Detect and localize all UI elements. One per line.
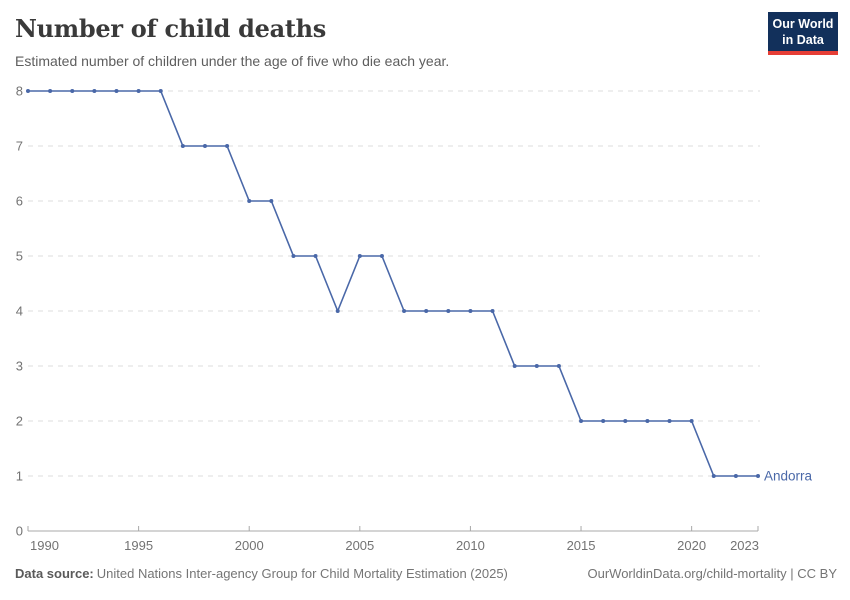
svg-text:1: 1: [16, 469, 23, 484]
citation-link[interactable]: OurWorldinData.org/child-mortality | CC …: [587, 566, 838, 581]
owid-logo[interactable]: Our World in Data: [768, 12, 838, 56]
series-line: [27, 90, 759, 477]
data-point-marker: [402, 309, 407, 313]
data-point-marker: [645, 419, 650, 423]
data-point-marker: [556, 364, 561, 368]
svg-text:2000: 2000: [235, 538, 264, 553]
chart-title: Number of child deaths: [15, 14, 327, 43]
svg-text:4: 4: [16, 304, 23, 319]
svg-text:2005: 2005: [345, 538, 374, 553]
data-source-label: Data source:: [15, 566, 94, 581]
svg-text:1990: 1990: [30, 538, 59, 553]
data-point-marker: [92, 89, 97, 93]
svg-text:2: 2: [16, 414, 23, 429]
svg-text:3: 3: [16, 359, 23, 374]
data-point-marker: [48, 89, 53, 93]
data-point-marker: [291, 254, 296, 258]
data-point-marker: [225, 144, 230, 148]
svg-text:8: 8: [16, 84, 23, 99]
data-source-text: United Nations Inter-agency Group for Ch…: [96, 566, 508, 581]
data-point-marker: [313, 254, 318, 258]
data-point-marker: [26, 89, 30, 93]
svg-text:2023: 2023: [730, 538, 759, 553]
y-gridlines: [28, 90, 760, 477]
data-point-marker: [601, 419, 606, 423]
chart-footer: Data source: United Nations Inter-agency …: [15, 566, 837, 581]
svg-text:0: 0: [16, 524, 23, 539]
svg-text:2015: 2015: [567, 538, 596, 553]
data-point-marker: [490, 309, 495, 313]
data-point-marker: [247, 199, 252, 203]
svg-text:2010: 2010: [456, 538, 485, 553]
x-axis: 1990 1995 2000 2005 2010 2015 2020 2023: [27, 526, 759, 553]
data-points: [26, 89, 760, 478]
data-point-marker: [733, 474, 738, 478]
svg-text:5: 5: [16, 249, 23, 264]
logo-line2: in Data: [782, 32, 824, 47]
svg-text:6: 6: [16, 194, 23, 209]
data-source: Data source: United Nations Inter-agency …: [15, 566, 508, 581]
data-point-marker: [379, 254, 384, 258]
data-point-marker: [623, 419, 628, 423]
data-point-marker: [70, 89, 75, 93]
data-point-marker: [335, 309, 340, 313]
data-point-marker: [756, 474, 760, 478]
svg-text:1995: 1995: [124, 538, 153, 553]
svg-text:2020: 2020: [677, 538, 706, 553]
y-axis-labels: 0 1 2 3 4 5 6 7 8: [16, 84, 23, 539]
svg-text:7: 7: [16, 139, 23, 154]
data-point-marker: [689, 419, 694, 423]
data-point-marker: [269, 199, 274, 203]
data-point-marker: [711, 474, 716, 478]
data-point-marker: [579, 419, 584, 423]
data-point-marker: [180, 144, 185, 148]
logo-line1: Our World: [772, 17, 834, 31]
entity-label[interactable]: Andorra: [764, 469, 813, 484]
chart-subtitle: Estimated number of children under the a…: [15, 53, 450, 69]
data-point-marker: [202, 144, 207, 148]
data-point-marker: [357, 254, 362, 258]
data-point-marker: [468, 309, 473, 313]
data-point-marker: [512, 364, 517, 368]
data-point-marker: [136, 89, 141, 93]
data-point-marker: [534, 364, 539, 368]
data-point-marker: [158, 89, 163, 93]
data-point-marker: [114, 89, 119, 93]
data-point-marker: [667, 419, 672, 423]
data-point-marker: [446, 309, 451, 313]
data-point-marker: [424, 309, 429, 313]
